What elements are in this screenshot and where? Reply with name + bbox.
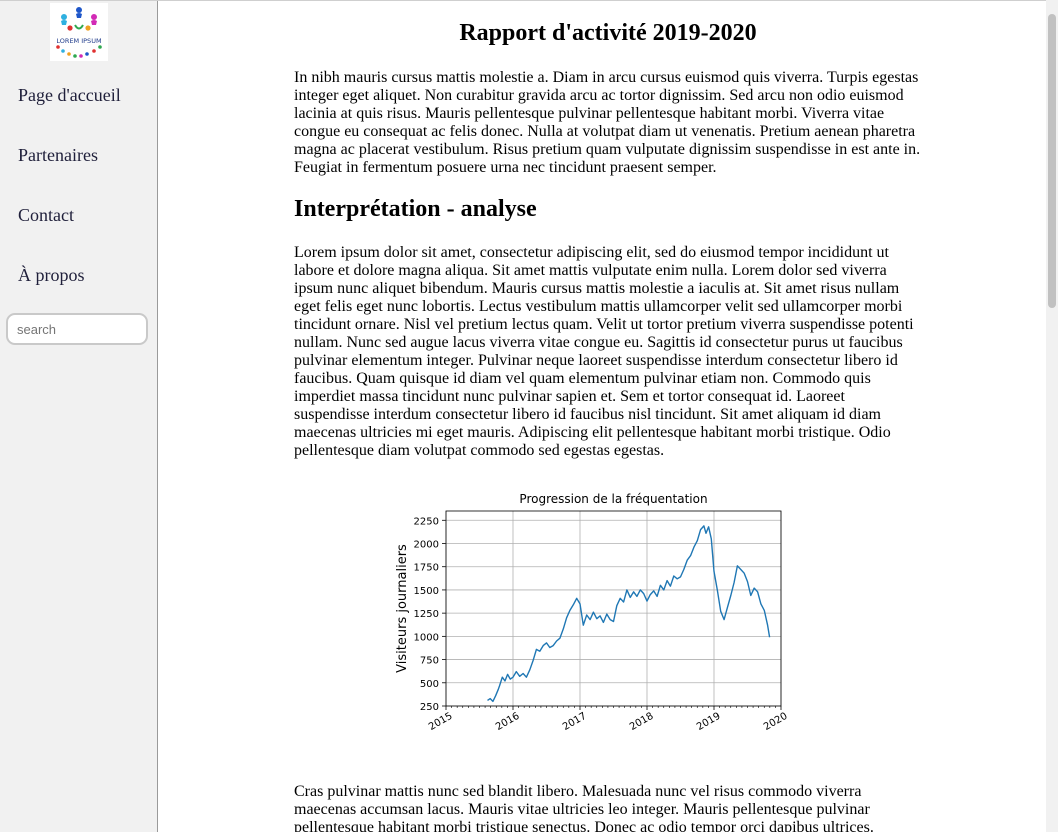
y-tick-label: 1500 xyxy=(414,586,439,597)
attendance-chart: Progression de la fréquentation 250 500 750… xyxy=(395,492,790,733)
closing-paragraph: Cras pulvinar mattis nunc sed blandit li… xyxy=(294,783,874,832)
x-tick-label: 2020 xyxy=(762,711,790,733)
top-border xyxy=(0,0,1058,1)
analysis-paragraph: Lorem ipsum dolor sit amet, consectetur … xyxy=(294,244,914,459)
nav-item-home[interactable]: Page d'accueil xyxy=(18,85,121,105)
x-tick-label: 2019 xyxy=(695,711,723,733)
scrollbar[interactable] xyxy=(1046,0,1058,832)
x-tick-label: 2016 xyxy=(494,711,522,733)
search-input[interactable] xyxy=(6,313,148,345)
y-tick-label: 1250 xyxy=(414,609,439,620)
attendance-chart-figure: Progression de la fréquentation 250 500 750… xyxy=(392,475,824,763)
nav-item-partners[interactable]: Partenaires xyxy=(18,145,98,165)
scrollbar-thumb[interactable] xyxy=(1048,14,1056,308)
y-tick-label: 2250 xyxy=(414,516,439,527)
svg-text:LOREM IPSUM: LOREM IPSUM xyxy=(56,37,101,45)
y-axis-label: Visiteurs journaliers xyxy=(395,544,410,673)
y-tick-label: 1750 xyxy=(414,563,439,574)
nav-item-contact[interactable]: Contact xyxy=(18,205,74,225)
nav-item-about[interactable]: À propos xyxy=(18,265,85,285)
y-tick-label: 2000 xyxy=(414,540,439,551)
plot-frame xyxy=(445,510,782,707)
y-tick-label: 250 xyxy=(420,702,439,713)
x-tick-label: 2017 xyxy=(561,711,589,733)
sidebar: LOREM IPSUM Page d'accueil Partenaires C… xyxy=(0,1,158,832)
series-line-visitors xyxy=(487,525,771,703)
page-title: Rapport d'activité 2019-2020 xyxy=(459,20,757,46)
intro-paragraph: In nibh mauris cursus mattis molestie a.… xyxy=(294,69,921,176)
logo[interactable]: LOREM IPSUM xyxy=(50,3,108,61)
section-title: Interprétation - analyse xyxy=(294,196,537,222)
y-tick-label: 1000 xyxy=(414,632,439,643)
chart-title: Progression de la fréquentation xyxy=(519,492,707,506)
x-tick-label: 2018 xyxy=(628,711,656,733)
logo-graphic: LOREM IPSUM xyxy=(56,7,102,58)
y-tick-label: 500 xyxy=(420,679,439,690)
y-tick-label: 750 xyxy=(420,656,439,667)
main-content: Rapport d'activité 2019-2020 In nibh mau… xyxy=(158,1,1046,832)
x-tick-label: 2015 xyxy=(427,711,455,733)
